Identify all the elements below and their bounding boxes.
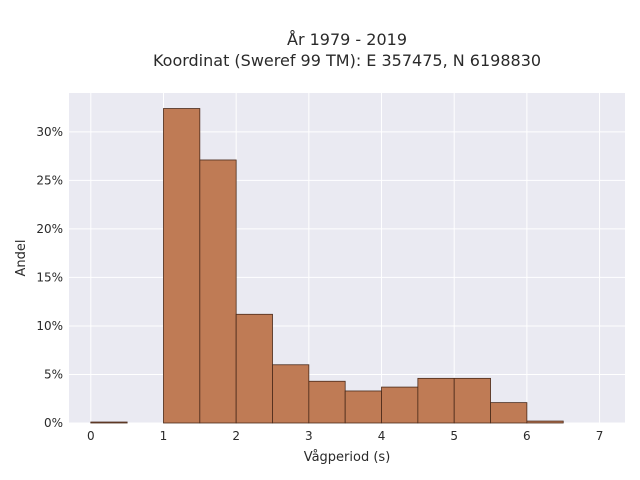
x-tick-label-5: 5 bbox=[450, 429, 458, 443]
histogram-bar-7 bbox=[381, 386, 419, 424]
histogram-bar-4 bbox=[272, 364, 310, 424]
y-axis-label: Andel bbox=[14, 240, 29, 277]
x-tick-label-3: 3 bbox=[305, 429, 313, 443]
histogram-bar-2 bbox=[199, 159, 237, 424]
histogram-bar-0 bbox=[90, 421, 128, 424]
histogram-bar-1 bbox=[163, 108, 201, 424]
y-tick-label-3: 15% bbox=[36, 270, 63, 284]
y-tick-label-5: 25% bbox=[36, 173, 63, 187]
y-tick-label-0: 0% bbox=[44, 416, 63, 430]
histogram-bar-3 bbox=[235, 313, 273, 424]
x-axis-label: Vågperiod (s) bbox=[304, 450, 391, 465]
y-axis-ticks: 0% 5% 10% 15% 20% 25% 30% bbox=[36, 125, 63, 430]
x-tick-label-2: 2 bbox=[232, 429, 240, 443]
x-axis-ticks: 0 1 2 3 4 5 6 7 bbox=[87, 429, 603, 443]
histogram-bar-6 bbox=[344, 390, 382, 424]
chart-title-line-1: År 1979 - 2019 bbox=[287, 30, 407, 49]
histogram-bar-9 bbox=[453, 377, 491, 424]
x-tick-label-4: 4 bbox=[378, 429, 386, 443]
x-tick-label-0: 0 bbox=[87, 429, 95, 443]
y-tick-label-2: 10% bbox=[36, 319, 63, 333]
histogram-bar-11 bbox=[526, 420, 564, 424]
x-tick-label-6: 6 bbox=[523, 429, 531, 443]
bars bbox=[90, 108, 564, 424]
x-tick-label-7: 7 bbox=[596, 429, 604, 443]
histogram-bar-8 bbox=[417, 377, 455, 424]
chart-title-line-2: Koordinat (Sweref 99 TM): E 357475, N 61… bbox=[153, 51, 541, 70]
histogram-bar-10 bbox=[490, 402, 528, 424]
y-tick-label-4: 20% bbox=[36, 222, 63, 236]
gridlines bbox=[69, 93, 625, 424]
x-tick-label-1: 1 bbox=[160, 429, 168, 443]
plot-area bbox=[69, 93, 625, 423]
y-tick-label-1: 5% bbox=[44, 367, 63, 381]
histogram-bar-5 bbox=[308, 380, 346, 424]
y-tick-label-6: 30% bbox=[36, 125, 63, 139]
